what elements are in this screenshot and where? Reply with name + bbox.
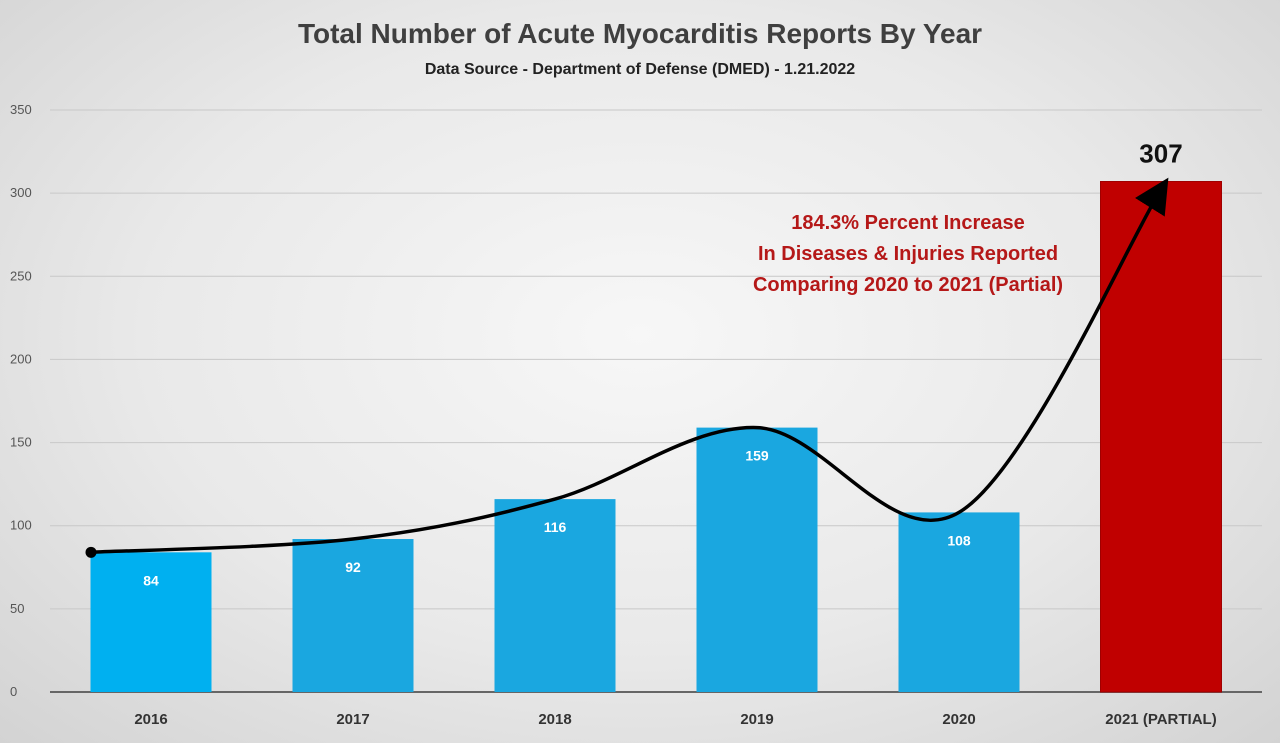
data-label: 159: [745, 448, 769, 464]
chart-subtitle: Data Source - Department of Defense (DME…: [424, 61, 856, 78]
bar-2020: [898, 512, 1020, 692]
x-tick-label: 2020: [942, 711, 975, 728]
data-label: 307: [1139, 139, 1182, 169]
y-tick-label: 100: [10, 518, 32, 533]
data-label: 92: [345, 559, 361, 575]
y-tick-label: 350: [10, 102, 32, 117]
x-tick-label: 2016: [134, 711, 167, 728]
y-tick-label: 250: [10, 268, 32, 283]
y-tick-label: 50: [10, 601, 24, 616]
trend-line-start-dot: [85, 546, 97, 558]
bar-2019: [696, 427, 818, 692]
x-tick-label: 2019: [740, 711, 773, 728]
y-tick-label: 300: [10, 185, 32, 200]
annotation-line: 184.3% Percent Increase: [791, 212, 1025, 234]
y-tick-label: 0: [10, 684, 17, 699]
bar-2017: [292, 539, 414, 692]
data-label: 108: [947, 532, 971, 548]
x-tick-label: 2021 (PARTIAL): [1105, 711, 1216, 728]
bar-2018: [494, 499, 616, 692]
bar-2016: [90, 552, 212, 692]
chart-title: Total Number of Acute Myocarditis Report…: [297, 18, 983, 49]
y-tick-label: 200: [10, 351, 32, 366]
trend-line: [90, 177, 1169, 555]
data-label: 116: [544, 519, 567, 535]
bar-2021-partial: [1100, 181, 1222, 693]
x-tick-label: 2017: [336, 711, 369, 728]
annotation-line: Comparing 2020 to 2021 (Partial): [753, 274, 1063, 296]
annotation-line: In Diseases & Injuries Reported: [758, 243, 1058, 265]
data-label: 84: [143, 572, 159, 588]
y-tick-label: 150: [10, 435, 32, 450]
x-tick-label: 2018: [538, 711, 571, 728]
